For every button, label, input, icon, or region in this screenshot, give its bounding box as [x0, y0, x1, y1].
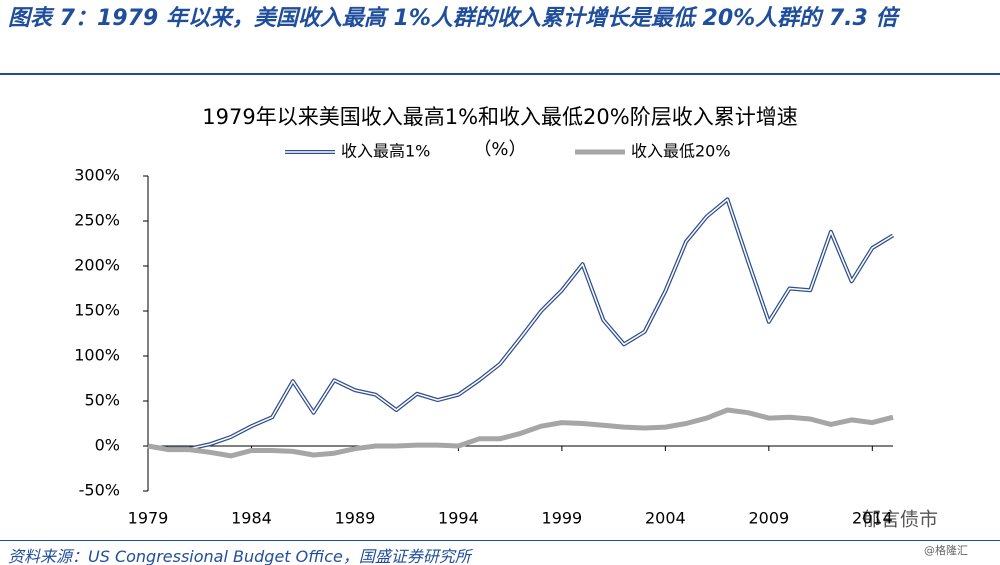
x-tick-label: 1999 [542, 509, 583, 528]
watermark: 郁言债市 [862, 509, 938, 531]
y-tick-label: -50% [79, 481, 120, 500]
series-line [147, 197, 895, 451]
y-tick-label: 200% [74, 256, 120, 275]
series-line [147, 407, 894, 459]
y-tick-label: 250% [74, 211, 120, 230]
x-tick-label: 2014 [852, 509, 893, 528]
x-tick-label: 2009 [748, 509, 789, 528]
y-tick-label: 0% [95, 436, 120, 455]
legend-label: 收入最高1% [341, 142, 430, 161]
x-tick-label: 1984 [231, 509, 272, 528]
watermark-credit: @格隆汇 [924, 543, 968, 557]
header-rule [0, 73, 1000, 75]
y-tick-label: 300% [74, 166, 120, 185]
y-tick-label: 150% [74, 301, 120, 320]
legend-label: 收入最低20% [631, 142, 731, 161]
x-tick-label: 1989 [335, 509, 376, 528]
x-tick-label: 2004 [645, 509, 686, 528]
header-title: 图表 7：1979 年以来，美国收入最高 1%人群的收入累计增长是最低 20%人… [8, 6, 898, 31]
y-tick-label: 100% [74, 346, 120, 365]
chart-title: 1979年以来美国收入最高1%和收入最低20%阶层收入累计增速 [202, 105, 797, 129]
x-tick-label: 1979 [128, 509, 169, 528]
x-tick-label: 1994 [438, 509, 479, 528]
y-tick-label: 50% [84, 391, 120, 410]
chart-subtitle: （%） [473, 139, 526, 160]
series-line-inner [147, 198, 894, 450]
footer-rule [0, 540, 1000, 541]
source: 资料来源：US Congressional Budget Office，国盛证券… [8, 547, 471, 565]
